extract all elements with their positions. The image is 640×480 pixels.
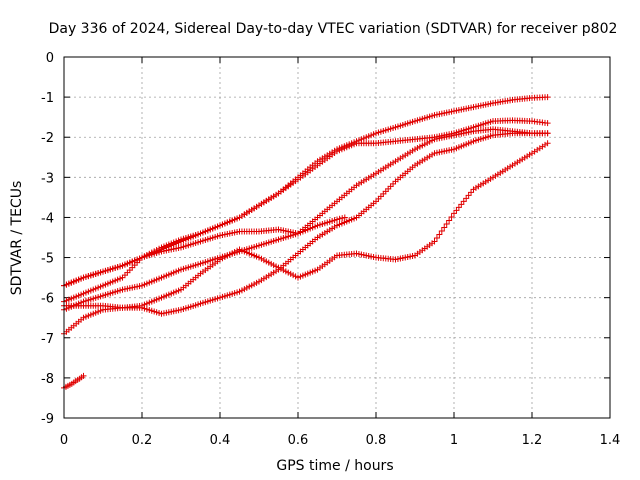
x-tick-label: 1 (450, 433, 458, 448)
y-tick-label: -5 (41, 252, 54, 267)
data-point (458, 201, 465, 208)
axis-ticks: 0 0.2 0.4 0.6 0.8 1 1.2 1.4 0 -1 -2 -3 -4 -5 -6 -7 -8 -9 (41, 51, 620, 448)
series-track-6 (61, 214, 348, 289)
data-point (463, 195, 470, 202)
data-point (453, 207, 460, 214)
data-point (465, 192, 472, 199)
y-tick-label: -9 (41, 412, 54, 427)
data-point (336, 215, 343, 222)
data-point (451, 210, 457, 217)
series-track-3 (61, 126, 551, 313)
data-point (443, 220, 450, 227)
y-tick-label: -7 (41, 332, 54, 347)
data-point (448, 213, 455, 220)
data-point (544, 140, 551, 147)
data-point (544, 94, 551, 101)
data-point (80, 372, 87, 379)
y-tick-label: -3 (41, 171, 54, 186)
series-track-2 (61, 117, 551, 305)
data-point (438, 227, 445, 234)
data-point (441, 224, 448, 231)
data-point (334, 216, 340, 223)
data-point (468, 189, 475, 196)
data-point (460, 198, 467, 205)
y-tick-label: 0 (46, 51, 54, 66)
data-marks (61, 94, 551, 391)
x-axis-label: GPS time / hours (276, 458, 393, 474)
series-track-4 (61, 130, 551, 337)
y-axis-label: SDTVAR / TECUs (9, 181, 25, 296)
y-tick-label: -8 (41, 372, 54, 387)
x-tick-label: 0.4 (210, 433, 231, 448)
data-point (433, 235, 440, 242)
plot-frame (63, 56, 611, 419)
data-point (544, 120, 551, 127)
data-point (455, 204, 462, 211)
x-tick-label: 1.4 (600, 433, 621, 448)
data-point (431, 238, 438, 245)
chart-title: Day 336 of 2024, Sidereal Day-to-day VTE… (49, 21, 618, 37)
x-tick-label: 0.6 (288, 433, 309, 448)
data-point (339, 215, 346, 222)
data-point (544, 130, 551, 137)
series-track-7 (61, 372, 87, 391)
y-tick-label: -1 (41, 91, 54, 106)
data-point (436, 231, 443, 238)
y-tick-label: -2 (41, 131, 54, 146)
x-tick-label: 0.8 (366, 433, 387, 448)
data-point (341, 214, 348, 221)
data-point (446, 217, 453, 224)
y-tick-label: -4 (41, 211, 54, 226)
y-tick-label: -6 (41, 292, 54, 307)
x-tick-label: 0.2 (132, 433, 153, 448)
x-tick-label: 0 (60, 433, 68, 448)
grid (64, 57, 610, 418)
series-track-5 (61, 140, 551, 311)
x-tick-label: 1.2 (522, 433, 543, 448)
